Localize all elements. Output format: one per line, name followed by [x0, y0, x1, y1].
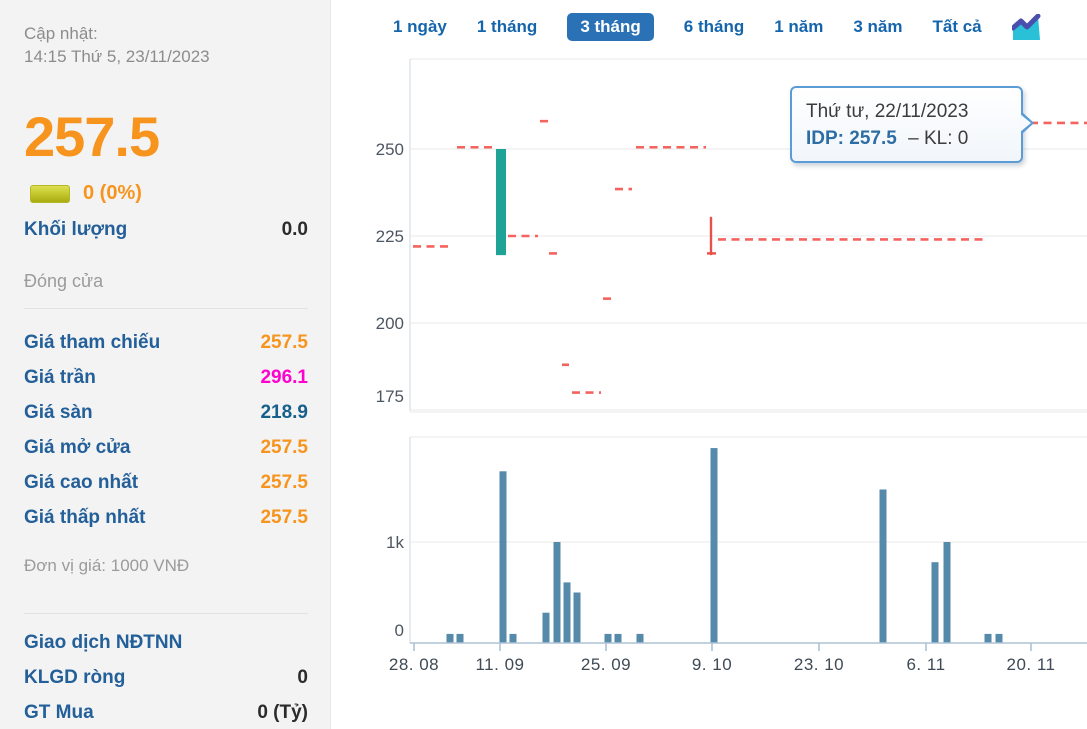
change-direction-badge — [30, 184, 70, 203]
price-axis-label: 175 — [376, 387, 404, 406]
tab-4[interactable]: 6 tháng — [683, 17, 745, 36]
period-tabs: 1 ngày 1 tháng 3 tháng 6 tháng 1 năm 3 năm Tất… — [393, 13, 1041, 41]
tab-2[interactable]: 1 tháng — [476, 17, 538, 36]
price-row-value: 218.9 — [260, 401, 308, 423]
price-axis-label: 200 — [376, 314, 404, 333]
price-row: Giá sàn 218.9 — [24, 395, 308, 430]
klgd-value: 0 — [297, 667, 308, 688]
price-row-label: Giá thấp nhất — [24, 506, 146, 528]
volume-bar — [995, 633, 1003, 643]
volume-bar — [542, 612, 550, 643]
sidebar: Cập nhật: 14:15 Thứ 5, 23/11/2023 257.5 … — [0, 0, 331, 729]
tooltip-values: IDP: 257.5 – KL: 0 — [806, 125, 1007, 152]
volume-bar — [499, 471, 507, 643]
price-row: Giá mở cửa 257.5 — [24, 430, 308, 465]
price-row-value: 257.5 — [260, 436, 308, 458]
volume-chart[interactable]: 1k 0 28. 08 11. 09 25. 09 9. 10 23. 10 6. 11 20.… — [335, 420, 1087, 729]
divider — [24, 308, 308, 309]
volume-bar — [509, 633, 517, 643]
area-chart-icon[interactable] — [1010, 13, 1041, 41]
close-label: Đóng cửa — [24, 271, 104, 291]
gtmua-value: 0 (Tỷ) — [257, 702, 308, 723]
x-axis-date-label: 20. 11 — [1006, 655, 1055, 674]
volume-bar — [604, 633, 612, 643]
price-row-label: Giá cao nhất — [24, 471, 139, 493]
volume-bar — [931, 562, 939, 643]
price-row: Giá tham chiếu 257.5 — [24, 325, 308, 360]
x-axis-date-label: 11. 09 — [475, 655, 524, 674]
updated-label: Cập nhật: — [24, 24, 98, 43]
price-row: Giá trần 296.1 — [24, 360, 308, 395]
price-axis-label: 225 — [376, 227, 404, 246]
volume-bar — [984, 633, 992, 643]
gtmua-label: GT Mua — [24, 702, 94, 723]
price-unit-note: Đơn vị giá: 1000 VNĐ — [24, 556, 190, 575]
tab-3[interactable]: 3 tháng — [567, 13, 654, 41]
price-axis-label: 250 — [376, 140, 404, 159]
price-row-value: 257.5 — [260, 331, 308, 353]
klgd-label: KLGD ròng — [24, 667, 126, 688]
price-row-label: Giá sàn — [24, 401, 93, 423]
volume-row: Khối lượng 0.0 — [24, 219, 308, 241]
chart-tooltip: Thứ tư, 22/11/2023 IDP: 257.5 – KL: 0 — [790, 86, 1034, 163]
volume-axis-label: 0 — [395, 621, 404, 640]
volume-label: Khối lượng — [24, 219, 128, 240]
last-updated: Cập nhật: 14:15 Thứ 5, 23/11/2023 — [24, 22, 308, 68]
current-price: 257.5 — [24, 105, 160, 168]
price-row-label: Giá mở cửa — [24, 436, 131, 458]
x-axis-date-label: 23. 10 — [794, 655, 844, 674]
price-info-table: Giá tham chiếu 257.5 Giá trần 296.1 Giá sàn 2… — [24, 325, 308, 535]
volume-bar — [456, 633, 464, 643]
tooltip-kl: – KL: 0 — [908, 128, 969, 149]
foreign-row-klgd: KLGD ròng 0 — [24, 667, 308, 689]
x-axis-date-label: 28. 08 — [389, 655, 439, 674]
tab-7[interactable]: Tất cả — [932, 17, 982, 36]
updated-time: 14:15 Thứ 5, 23/11/2023 — [24, 47, 210, 66]
foreign-row-gtmua: GT Mua 0 (Tỷ) — [24, 702, 308, 724]
price-row-label: Giá trần — [24, 366, 96, 388]
tab-1[interactable]: 1 ngày — [393, 17, 447, 36]
volume-bar — [879, 489, 887, 643]
volume-value: 0.0 — [281, 219, 308, 240]
volume-bar — [573, 592, 581, 643]
volume-bar — [636, 633, 644, 643]
volume-bar — [446, 633, 454, 643]
volume-bar — [553, 542, 561, 643]
tab-5[interactable]: 1 năm — [774, 17, 824, 36]
volume-bar — [614, 633, 622, 643]
change-value: 0 (0%) — [83, 182, 142, 204]
change-row: 0 (0%) — [30, 182, 308, 205]
foreign-trading-header: Giao dịch NĐTNN — [24, 632, 183, 653]
price-row-label: Giá tham chiếu — [24, 331, 161, 353]
x-axis-date-label: 9. 10 — [692, 655, 732, 674]
tab-6[interactable]: 3 năm — [853, 17, 903, 36]
volume-bar — [943, 542, 951, 643]
candle-body — [496, 149, 506, 256]
volume-bar — [710, 448, 718, 643]
volume-axis-label: 1k — [386, 533, 404, 552]
price-row: Giá thấp nhất 257.5 — [24, 500, 308, 535]
volume-bar — [563, 582, 571, 643]
x-axis-date-label: 25. 09 — [581, 655, 631, 674]
divider — [24, 613, 308, 614]
tooltip-symbol-price: IDP: 257.5 — [806, 128, 897, 149]
price-row-value: 257.5 — [260, 471, 308, 493]
price-row-value: 296.1 — [260, 366, 308, 388]
price-row: Giá cao nhất 257.5 — [24, 465, 308, 500]
price-row-value: 257.5 — [260, 506, 308, 528]
tooltip-date: Thứ tư, 22/11/2023 — [806, 101, 969, 122]
x-axis-date-label: 6. 11 — [906, 655, 945, 674]
